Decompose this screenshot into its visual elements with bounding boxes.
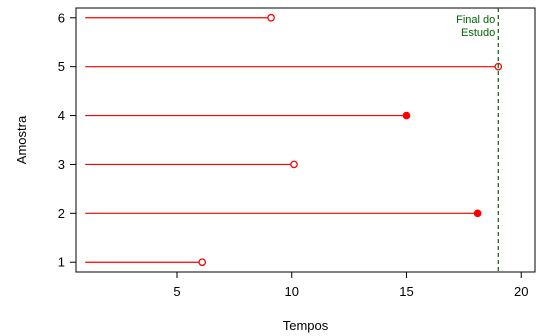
y-tick-label-4: 4 xyxy=(58,108,65,123)
y-axis: 1 2 3 4 5 6 xyxy=(58,10,76,270)
y-axis-title: Amostra xyxy=(14,115,29,164)
study-end-label-line-1: Final do xyxy=(456,14,495,26)
plot-frame xyxy=(75,7,536,273)
endpoint-sample-3 xyxy=(290,160,298,169)
y-tick-label-5: 5 xyxy=(58,59,65,74)
study-end-label-line-2: Estudo xyxy=(461,27,495,39)
endpoint-sample-1 xyxy=(198,258,207,267)
y-tick-label-3: 3 xyxy=(58,157,65,172)
y-tick-label-6: 6 xyxy=(58,10,65,25)
x-axis-title: Tempos xyxy=(283,318,329,333)
x-tick-label-15: 15 xyxy=(399,284,413,299)
x-axis: 5 10 15 20 xyxy=(173,272,528,299)
endpoint-sample-2 xyxy=(473,209,482,218)
sample-endpoints xyxy=(198,13,503,267)
endpoint-sample-4 xyxy=(402,111,411,120)
x-tick-label-20: 20 xyxy=(514,284,528,299)
y-tick-label-1: 1 xyxy=(58,255,65,270)
x-tick-label-10: 10 xyxy=(284,284,298,299)
sample-segments xyxy=(85,17,499,263)
plot-area xyxy=(75,7,536,273)
x-tick-label-5: 5 xyxy=(173,284,180,299)
endpoint-sample-6 xyxy=(267,13,275,22)
y-tick-label-2: 2 xyxy=(58,206,65,221)
